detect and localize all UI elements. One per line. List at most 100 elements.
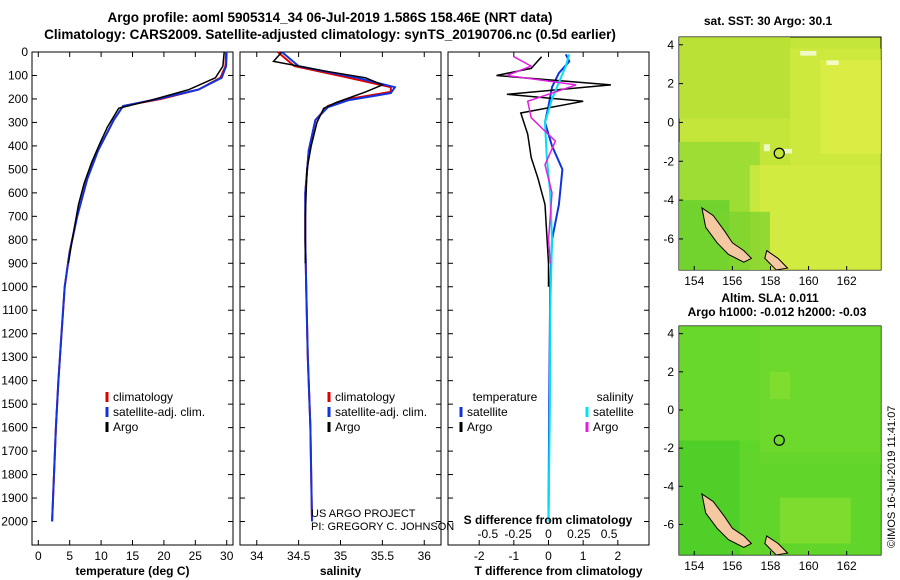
salinity-xtick-label: 34.5: [287, 549, 311, 563]
temperature-series-argo: [67, 51, 225, 264]
salinity-difference-tick-label: -0.25: [504, 527, 532, 541]
pressure-tick-label: 1600: [1, 421, 28, 435]
pressure-tick-label: 1900: [1, 491, 28, 505]
sla-map-argo-location-marker: [773, 434, 785, 446]
plot-title-line2: Climatology: CARS2009. Satellite-adjuste…: [44, 27, 616, 42]
pressure-tick-label: 1100: [2, 303, 28, 317]
sst-map-lon-tick-label: 158: [760, 274, 780, 288]
salinity-axis-label: salinity: [320, 564, 362, 578]
sla-map-lat-tick-label: 4: [667, 327, 674, 341]
temperature-xtick-label: 15: [126, 549, 140, 563]
sla-map-lat-tick-label: 0: [667, 403, 674, 417]
sla-map-lat-tick-label: -6: [663, 517, 674, 531]
sla-map-texture-patch: [679, 326, 760, 441]
temperature-legend-label: satellite-adj. clim.: [113, 405, 205, 419]
sla-map-title: Altim. SLA: 0.011: [721, 291, 819, 305]
difference-series-s-argo: [506, 56, 577, 264]
sla-map-lon-tick-label: 154: [684, 559, 704, 573]
salinity-difference-tick-label: 0.5: [601, 527, 618, 541]
sst-map-title: sat. SST: 30 Argo: 30.1: [704, 14, 833, 28]
temperature-xtick-label: 5: [66, 549, 73, 563]
sla-map-subtitle: Argo h1000: -0.012 h2000: -0.03: [688, 305, 867, 319]
sla-map-texture-patch: [780, 497, 851, 544]
pressure-tick-label: 600: [8, 186, 28, 200]
sst-map-texture-patch: [763, 144, 770, 152]
salinity-difference-tick-label: 0: [545, 527, 552, 541]
salinity-xtick-label: 36: [418, 549, 432, 563]
salinity-xtick-label: 34: [250, 549, 264, 563]
sst-map-lon-tick-label: 156: [722, 274, 742, 288]
pressure-tick-label: 800: [8, 233, 28, 247]
temperature-xtick-label: 30: [220, 549, 234, 563]
salinity-legend-label: Argo: [335, 420, 361, 434]
difference-xtick-label: -1: [509, 549, 520, 563]
sla-map-coastline: [701, 492, 753, 548]
pressure-tick-label: 1500: [1, 397, 28, 411]
imos-timestamp: ©IMOS 16-Jul-2019 11:41:07: [886, 405, 898, 548]
sla-map-lon-tick-label: 162: [837, 559, 857, 573]
difference-xtick-label: 0: [545, 549, 552, 563]
pressure-tick-label: 1200: [1, 327, 28, 341]
pressure-tick-label: 200: [8, 92, 28, 106]
sst-map-texture-patch: [826, 60, 839, 65]
diff-legend-label: Argo: [467, 420, 493, 434]
salinity-difference-tick-label: -0.5: [478, 527, 499, 541]
sla-map-lat-tick-label: -4: [663, 479, 674, 493]
salinity-xtick-label: 35: [334, 549, 348, 563]
sla-map-lat-tick-label: 2: [667, 365, 674, 379]
pressure-tick-label: 700: [8, 209, 28, 223]
sla-map-coastline: [764, 535, 789, 556]
sla-map-lon-tick-label: 156: [722, 559, 742, 573]
credit-line1: US ARGO PROJECT: [311, 508, 416, 520]
diff-legend-label: satellite: [467, 405, 508, 419]
sst-map-lat-tick-label: -4: [663, 193, 674, 207]
sst-map-lon-tick-label: 162: [837, 274, 857, 288]
pressure-tick-label: 0: [21, 45, 28, 59]
diff-legend-title-temperature: temperature: [473, 390, 538, 404]
salinity-plot-frame: [239, 51, 442, 546]
pressure-tick-label: 100: [8, 68, 28, 82]
temperature-legend-label: Argo: [113, 420, 139, 434]
credit-line2: PI: GREGORY C. JOHNSON: [311, 521, 454, 533]
plot-title-line1: Argo profile: aoml 5905314_34 06-Jul-201…: [107, 10, 553, 25]
sst-map-argo-location-marker: [773, 147, 785, 159]
diff-legend-label: satellite: [593, 405, 634, 419]
sst-map-lon-tick-label: 154: [684, 274, 704, 288]
pressure-tick-label: 1400: [1, 374, 28, 388]
temperature-series-satellite: [51, 51, 228, 522]
sst-map-texture-patch: [820, 60, 881, 154]
temperature-xtick-label: 0: [35, 549, 42, 563]
salinity-difference-tick-label: 0.25: [567, 527, 591, 541]
pressure-tick-label: 1000: [1, 280, 28, 294]
pressure-tick-label: 2000: [1, 515, 28, 529]
sst-map-texture-patch: [749, 165, 881, 270]
pressure-tick-label: 900: [8, 256, 28, 270]
sst-map-coastline: [701, 206, 753, 263]
sla-map-texture-patch: [769, 371, 791, 400]
salinity-series-argo: [272, 51, 385, 264]
difference-axis-label: T difference from climatology: [474, 564, 642, 578]
difference-xtick-label: 1: [580, 549, 587, 563]
salinity-xtick-label: 35.5: [371, 549, 395, 563]
temperature-xtick-label: 25: [189, 549, 203, 563]
sst-map-lat-tick-label: 4: [667, 38, 674, 52]
salinity-legend-label: climatology: [335, 390, 395, 404]
difference-xtick-label: -2: [474, 549, 485, 563]
salinity-series-satellite: [281, 51, 397, 522]
diff-legend-label: Argo: [593, 420, 619, 434]
difference-series-t-argo: [496, 56, 611, 287]
temperature-legend-label: climatology: [113, 390, 173, 404]
pressure-tick-label: 300: [8, 115, 28, 129]
temperature-xtick-label: 10: [94, 549, 108, 563]
temperature-plot-frame: [31, 51, 234, 546]
sst-map-lat-tick-label: -6: [663, 232, 674, 246]
sla-map-lon-tick-label: 160: [799, 559, 819, 573]
sst-map-lon-tick-label: 160: [799, 274, 819, 288]
diff-legend-title-salinity: salinity: [597, 390, 634, 404]
difference-xtick-label: 2: [614, 549, 621, 563]
sla-map-lat-tick-label: -2: [663, 441, 674, 455]
salinity-difference-axis-label: S difference from climatology: [464, 513, 633, 527]
sst-map-coastline: [764, 249, 789, 271]
sst-map-lat-tick-label: 2: [667, 77, 674, 91]
